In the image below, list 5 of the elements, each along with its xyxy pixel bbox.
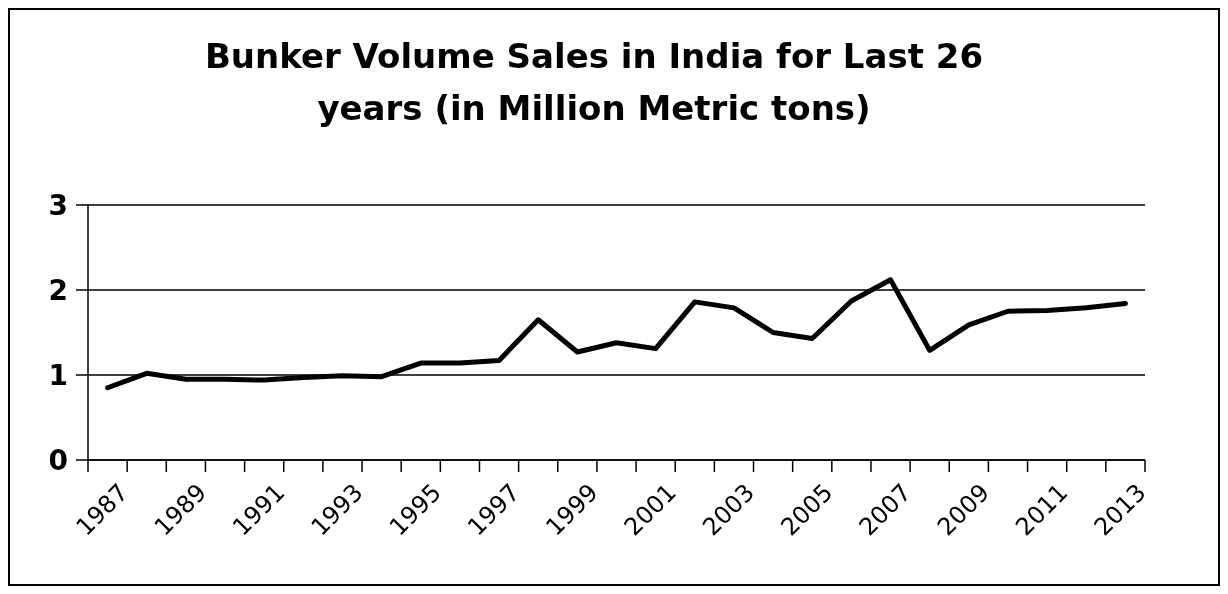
y-tick-label: 1 [48,358,68,392]
chart-title: Bunker Volume Sales in India for Last 26 years (in Million Metric tons) [204,36,984,128]
y-tick-label: 0 [48,443,68,477]
y-tick-label: 3 [48,188,68,222]
y-tick-label: 2 [48,273,68,307]
